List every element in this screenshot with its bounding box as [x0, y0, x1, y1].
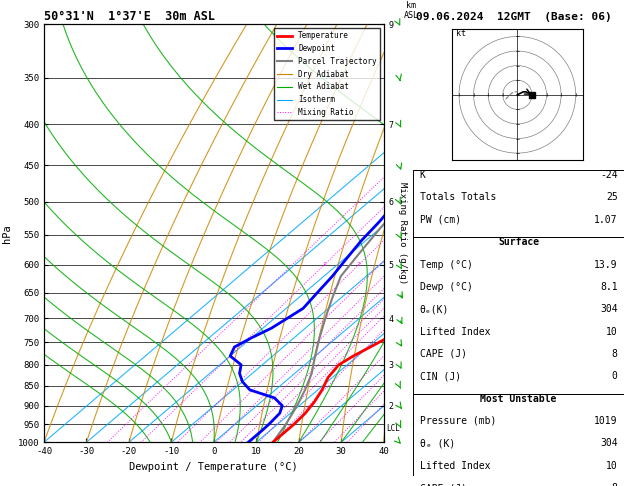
- Text: 2: 2: [357, 262, 360, 267]
- Text: 0: 0: [612, 371, 618, 381]
- Text: Totals Totals: Totals Totals: [420, 192, 496, 203]
- Text: PW (cm): PW (cm): [420, 215, 460, 225]
- Text: Pressure (mb): Pressure (mb): [420, 416, 496, 426]
- Text: 8.1: 8.1: [600, 282, 618, 292]
- Text: 1019: 1019: [594, 416, 618, 426]
- Text: Lifted Index: Lifted Index: [420, 327, 490, 337]
- Text: 10: 10: [606, 461, 618, 470]
- Text: 1: 1: [322, 262, 326, 267]
- Text: 304: 304: [600, 438, 618, 448]
- Text: Dewp (°C): Dewp (°C): [420, 282, 472, 292]
- Text: CIN (J): CIN (J): [420, 371, 460, 381]
- Y-axis label: hPa: hPa: [2, 224, 12, 243]
- Text: kt: kt: [456, 30, 466, 38]
- Text: Surface: Surface: [498, 237, 539, 247]
- Text: 8: 8: [612, 483, 618, 486]
- Text: LCL: LCL: [386, 424, 399, 433]
- Text: 50°31'N  1°37'E  30m ASL: 50°31'N 1°37'E 30m ASL: [44, 10, 215, 23]
- Text: Most Unstable: Most Unstable: [481, 394, 557, 403]
- Text: θₑ(K): θₑ(K): [420, 304, 449, 314]
- X-axis label: Dewpoint / Temperature (°C): Dewpoint / Temperature (°C): [130, 462, 298, 472]
- Text: -24: -24: [600, 170, 618, 180]
- Text: 304: 304: [600, 304, 618, 314]
- Y-axis label: Mixing Ratio (g/kg): Mixing Ratio (g/kg): [398, 182, 408, 284]
- Text: 8: 8: [612, 349, 618, 359]
- Text: θₑ (K): θₑ (K): [420, 438, 455, 448]
- Text: K: K: [420, 170, 425, 180]
- Text: 10: 10: [606, 327, 618, 337]
- Text: 1.07: 1.07: [594, 215, 618, 225]
- Text: Lifted Index: Lifted Index: [420, 461, 490, 470]
- Text: km
ASL: km ASL: [403, 0, 418, 20]
- Text: 13.9: 13.9: [594, 260, 618, 270]
- Text: CAPE (J): CAPE (J): [420, 349, 467, 359]
- Legend: Temperature, Dewpoint, Parcel Trajectory, Dry Adiabat, Wet Adiabat, Isotherm, Mi: Temperature, Dewpoint, Parcel Trajectory…: [274, 28, 380, 120]
- Text: Temp (°C): Temp (°C): [420, 260, 472, 270]
- Text: CAPE (J): CAPE (J): [420, 483, 467, 486]
- Text: 25: 25: [606, 192, 618, 203]
- Text: 09.06.2024  12GMT  (Base: 06): 09.06.2024 12GMT (Base: 06): [416, 12, 612, 22]
